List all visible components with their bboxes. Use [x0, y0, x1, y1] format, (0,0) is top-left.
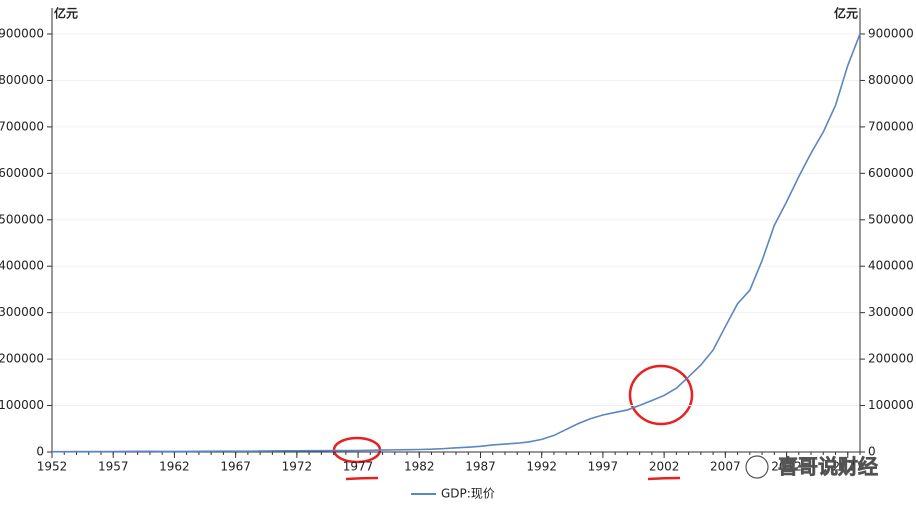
y2-tick-label: 600000 — [868, 166, 914, 180]
watermark: 喜哥说财经 — [778, 455, 878, 479]
y-tick-label: 300000 — [0, 305, 44, 319]
y-tick-label: 400000 — [0, 259, 44, 273]
y-unit: 亿元 — [54, 6, 78, 21]
watermark-icon — [745, 455, 769, 479]
y2-tick-label: 300000 — [868, 305, 914, 319]
x-tick-label: 2007 — [710, 460, 741, 474]
x-tick-label: 1967 — [220, 460, 251, 474]
y2-tick-label: 800000 — [868, 73, 914, 87]
legend-label: GDP:现价 — [441, 487, 495, 501]
x-tick-label: 2017 — [832, 460, 863, 474]
x-tick-label: 1987 — [465, 460, 496, 474]
y2-tick-label: 100000 — [868, 398, 914, 412]
y-tick-label: 700000 — [0, 119, 44, 133]
x-tick-label: 2002 — [649, 460, 680, 474]
y-tick-label: 200000 — [0, 352, 44, 366]
y-tick-label: 600000 — [0, 166, 44, 180]
x-tick-label: 1972 — [282, 460, 313, 474]
x-tick-label: 1992 — [526, 460, 557, 474]
annotation-underline — [345, 476, 379, 481]
data-line — [51, 33, 861, 453]
x-tick-label: 1977 — [343, 460, 374, 474]
y2-tick-label: 200000 — [868, 352, 914, 366]
y2-unit: 亿元 — [834, 6, 858, 21]
y2-tick-label: 700000 — [868, 119, 914, 133]
x-tick-label: 1952 — [37, 460, 68, 474]
y2-tick-label: 900000 — [868, 27, 914, 41]
y-tick-label: 100000 — [0, 398, 44, 412]
y2-tick-label: 0 — [868, 445, 876, 459]
y-tick-label: 800000 — [0, 73, 44, 87]
x-tick-label: 1962 — [159, 460, 190, 474]
annotation-circle — [628, 364, 694, 426]
x-tick-label: 1982 — [404, 460, 435, 474]
annotation-underline — [647, 476, 681, 481]
y2-tick-label: 500000 — [868, 212, 914, 226]
y-tick-label: 500000 — [0, 212, 44, 226]
y2-tick-label: 400000 — [868, 259, 914, 273]
y-tick-label: 900000 — [0, 27, 44, 41]
x-tick-label: 1997 — [588, 460, 619, 474]
x-tick-label: 1957 — [98, 460, 129, 474]
x-tick-label: 2012 — [771, 460, 802, 474]
y-tick-label: 0 — [36, 445, 44, 459]
